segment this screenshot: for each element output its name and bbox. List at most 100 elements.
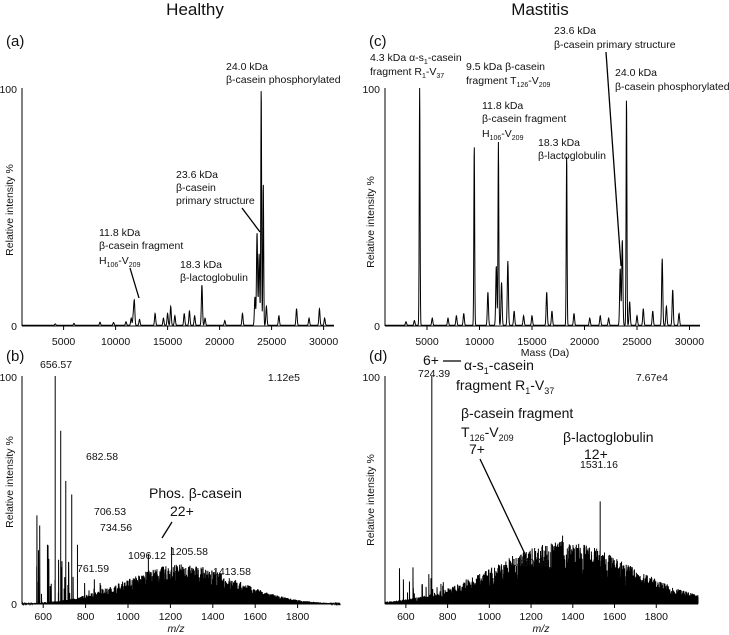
panel-d-ytick-100: 100 [362, 372, 380, 384]
xtick-label: 10000 [465, 336, 494, 348]
xtick-label: 15000 [517, 336, 546, 348]
xtick-label: 600 [397, 611, 415, 623]
xtick-label: 1600 [244, 611, 268, 623]
xtick-label: 1200 [159, 611, 183, 623]
panel-c-ann-43kda-frag: fragment R1-V37 [370, 66, 444, 80]
panel-d-leader-7 [479, 458, 526, 555]
panel-b-peak-1096: 1096.12 [128, 550, 166, 562]
title-mastitis: Mastitis [511, 0, 569, 19]
panel-d-spectrum [384, 376, 699, 605]
xtick-label: 5000 [52, 336, 76, 348]
panel-b-ytick-0: 0 [11, 599, 17, 611]
panel-b-label: (b) [6, 348, 24, 365]
xtick-label: 20000 [205, 336, 234, 348]
panel-c-leader-236 [605, 51, 622, 267]
panel-d-peak-724: 724.39 [418, 368, 450, 380]
panel-d-ann-lacto: β-lactoglobulin [563, 429, 654, 445]
panel-c-ann-24kda-name: β-casein phosphorylated [615, 81, 729, 93]
panel-b-intensity: 1.12e5 [268, 372, 300, 384]
panel-a-ann-236kda-desc: primary structure [176, 195, 255, 207]
panel-b-peak-656: 656.57 [40, 359, 72, 371]
panel-d-ann-beta: β-casein fragment [461, 405, 573, 421]
xtick-label: 600 [34, 611, 52, 623]
panel-d-xlabel: m/z [533, 623, 551, 635]
xtick-label: 30000 [309, 336, 338, 348]
panel-c-ann-118kda: 11.8 kDa [482, 100, 523, 112]
panel-d-ylabel: Relative intensity % [365, 454, 377, 546]
panel-b-peak-682: 682.58 [86, 451, 118, 463]
xtick-label: 15000 [153, 336, 182, 348]
panel-c-ann-43kda: 4.3 kDa α-s1-casein [370, 52, 462, 66]
panel-d-ann-charge7: 7+ [469, 441, 485, 457]
panel-a-ytick-100: 100 [0, 84, 17, 96]
panel-d-chart: (d) Relative intensity % 100 600 800 1000 1… [362, 348, 699, 635]
xtick-label: 20000 [570, 336, 599, 348]
panel-d-peak-1531: 1531.16 [580, 459, 618, 471]
panel-c-ann-95kda-frag: fragment T126-V209 [466, 75, 551, 89]
xtick-label: 1800 [645, 611, 669, 623]
xtick-label: 800 [439, 611, 457, 623]
panel-a-leader-236 [241, 207, 261, 233]
panel-a-ytick-0: 0 [11, 321, 17, 333]
panel-b-spectrum [21, 376, 341, 606]
panel-c-ann-236kda: 23.6 kDa [554, 25, 596, 37]
panel-b-peak-734: 734.56 [100, 522, 132, 534]
panel-c-spectrum [385, 87, 700, 327]
xtick-label: 1400 [201, 611, 225, 623]
panel-d-peak-1350: 1350.98 [511, 557, 549, 569]
panel-d-label: (d) [369, 348, 387, 365]
xtick-label: 30000 [675, 336, 704, 348]
panel-b-peak-1413: 1413.58 [213, 566, 251, 578]
panel-b-peak-706: 706.53 [94, 506, 126, 518]
xtick-label: 25000 [622, 336, 651, 348]
xtick-label: 1000 [116, 611, 140, 623]
panel-c-ann-183kda: 18.3 kDa [538, 137, 580, 149]
panel-a-ann-236kda-name: β-casein [176, 182, 216, 194]
panel-c-ylabel: Relative intensity % [365, 176, 377, 268]
panel-c-chart: (c) Relative intensity % 100 0 5000 10000… [362, 25, 729, 359]
panel-c-xlabel: Mass (Da) [521, 347, 569, 359]
panel-a-spectrum [22, 91, 334, 326]
panel-a-ylabel: Relative intensity % [4, 164, 16, 256]
panel-c-ann-183kda-name: β-lactoglobulin [538, 150, 606, 162]
panel-d-ann-charge6: 6+ [423, 352, 439, 368]
panel-d-intensity: 7.67e4 [636, 372, 668, 384]
panel-b-peak-1205: 1205.58 [170, 546, 208, 558]
panel-a-chart: (a) Relative intensity % 100 0 5000 10000… [0, 33, 341, 348]
panel-c-label: (c) [369, 33, 387, 50]
xtick-label: 1000 [478, 611, 502, 623]
xtick-label: 25000 [257, 336, 286, 348]
panel-c-ann-24kda: 24.0 kDa [615, 67, 657, 79]
xtick-label: 800 [77, 611, 95, 623]
panel-c-ann-118kda-name: β-casein fragment [482, 113, 566, 125]
panel-b-chart: (b) Relative intensity % 100 0 600 800 100… [0, 348, 341, 635]
xtick-label: 1800 [286, 611, 310, 623]
panel-c-ytick-0: 0 [374, 321, 380, 333]
panel-b-ann-phos: Phos. β-casein [149, 485, 242, 501]
panel-a-leader-118 [129, 267, 140, 299]
panel-a-ann-183kda: 18.3 kDa [180, 259, 222, 271]
panel-d-ann-alpha: α-s1-casein [464, 357, 534, 376]
panel-b-ylabel: Relative intensity % [4, 436, 16, 528]
panel-c-ann-236kda-name: β-casein primary structure [554, 39, 676, 51]
panel-c-ann-118kda-seq: H106-V209 [482, 128, 524, 142]
panel-b-xlabel: m/z [168, 623, 186, 635]
xtick-label: 1600 [603, 611, 627, 623]
panel-c-ann-95kda: 9.5 kDa β-casein [466, 61, 545, 73]
panel-d-ann-beta-seq: T126-V209 [461, 424, 514, 443]
panel-a-ann-118kda-name: β-casein fragment [99, 240, 183, 252]
title-healthy: Healthy [166, 0, 224, 19]
panel-a-ann-236kda: 23.6 kDa [176, 169, 218, 181]
panel-b-leader [161, 521, 173, 539]
panel-c-ytick-100: 100 [362, 84, 380, 96]
panel-d-ann-charge12: 12+ [584, 446, 608, 462]
panel-b-peak-761: 761.59 [77, 563, 109, 575]
panel-d-ann-alpha-frag: fragment R1-V37 [456, 377, 554, 396]
panel-a-ann-183kda-name: β-lactoglobulin [180, 272, 248, 284]
xtick-label: 10000 [101, 336, 130, 348]
panel-a-label: (a) [6, 33, 24, 50]
xtick-label: 1400 [561, 611, 585, 623]
panel-a-ann-24kda: 24.0 kDa [226, 61, 268, 73]
panel-a-ann-24kda-name: β-casein phosphorylated [226, 74, 341, 86]
